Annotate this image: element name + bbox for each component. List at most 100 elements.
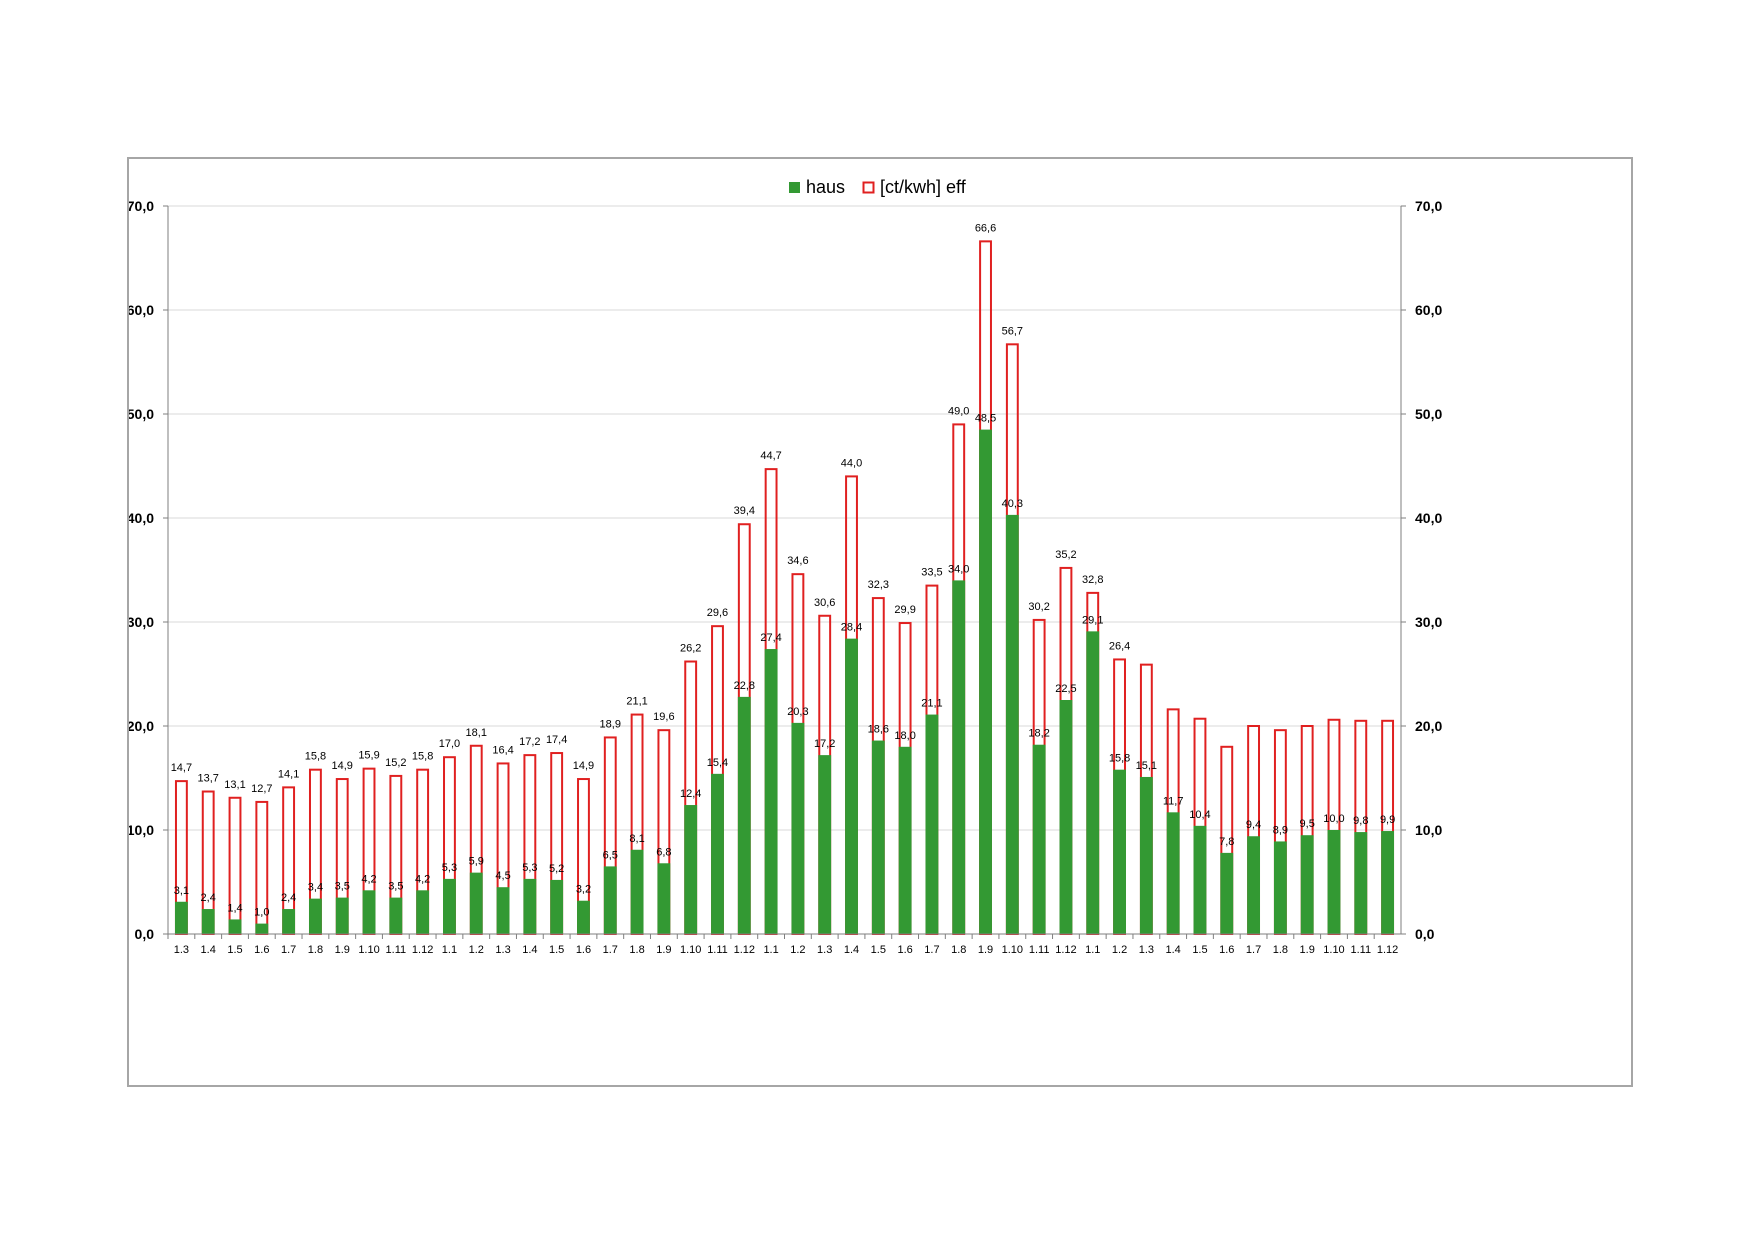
bar-haus (657, 863, 671, 934)
data-label-eff: 21,1 (626, 696, 647, 708)
data-label-haus: 15,1 (1136, 760, 1157, 772)
bar-haus (335, 897, 349, 934)
x-category-label: 1.8 (629, 944, 644, 956)
bar-haus (630, 849, 644, 934)
y-tick-label-right: 50,0 (1415, 406, 1442, 422)
data-label-eff: 17,4 (546, 734, 567, 746)
x-category-label: 1.10 (358, 944, 379, 956)
x-category-label: 1.9 (335, 944, 350, 956)
x-category-label: 1.5 (227, 944, 242, 956)
y-tick-label-left: 20,0 (129, 718, 154, 734)
x-category-label: 1.12 (734, 944, 755, 956)
x-category-label: 1.4 (844, 944, 859, 956)
bar-haus (1220, 852, 1234, 934)
legend-swatch-eff (862, 181, 875, 194)
bar-haus (282, 909, 296, 934)
y-tick-label-right: 30,0 (1415, 614, 1442, 630)
data-label-haus: 3,4 (308, 882, 323, 894)
data-label-eff: 17,0 (439, 738, 460, 750)
y-tick-label-right: 40,0 (1415, 510, 1442, 526)
bar-haus (1381, 831, 1395, 934)
x-category-label: 1.3 (817, 944, 832, 956)
data-label-haus: 11,7 (1163, 795, 1184, 807)
data-label-haus: 5,2 (549, 863, 564, 875)
bar-haus (603, 866, 617, 934)
data-label-haus: 22,5 (1055, 683, 1076, 695)
x-category-label: 1.11 (707, 944, 728, 956)
series-eff-data-labels: 14,7 13,7 13,1 12,7 14,1 15,8 14,9 15,9 15,2 15,8… (171, 222, 1131, 795)
data-label-eff: 19,6 (653, 711, 674, 723)
y-tick-label-left: 60,0 (129, 302, 154, 318)
bar-haus (1327, 830, 1341, 934)
data-label-eff: 33,5 (921, 567, 942, 579)
data-label-eff: 14,9 (573, 760, 594, 772)
x-category-label: 1.6 (254, 944, 269, 956)
data-label-haus: 4,2 (415, 873, 430, 885)
y-tick-label-left: 40,0 (129, 510, 154, 526)
data-label-haus: 15,8 (1109, 753, 1130, 765)
legend-swatch-haus (789, 182, 800, 193)
data-label-haus: 18,0 (894, 730, 915, 742)
x-category-label: 1.4 (1166, 944, 1181, 956)
data-label-eff: 26,4 (1109, 640, 1130, 652)
bar-haus (979, 429, 992, 934)
bar-haus (443, 878, 456, 934)
x-category-label: 1.12 (1377, 944, 1398, 956)
bar-haus (684, 805, 698, 934)
data-label-haus: 29,1 (1082, 614, 1103, 626)
x-category-label: 1.8 (951, 944, 966, 956)
bar-haus (255, 923, 269, 934)
x-category-label: 1.6 (1219, 944, 1234, 956)
bar-haus (1354, 832, 1368, 934)
bar-haus (845, 638, 858, 934)
data-label-eff: 34,6 (787, 555, 808, 567)
data-label-haus: 18,2 (1028, 728, 1049, 740)
x-category-label: 1.2 (1112, 944, 1127, 956)
data-label-haus: 7,8 (1219, 836, 1234, 848)
x-category-label: 1.2 (469, 944, 484, 956)
data-label-eff: 26,2 (680, 643, 701, 655)
legend-label-haus: haus (806, 177, 845, 197)
y-tick-label-right: 60,0 (1415, 302, 1442, 318)
x-category-label: 1.11 (386, 944, 407, 956)
data-label-haus: 3,5 (388, 881, 403, 893)
bar-haus (1086, 631, 1100, 934)
bar-haus (1273, 841, 1287, 934)
x-category-label: 1.5 (1192, 944, 1207, 956)
y-tick-label-left: 0,0 (135, 926, 155, 942)
data-label-eff: 29,9 (894, 604, 915, 616)
bar-haus (201, 909, 215, 934)
x-category-label: 1.9 (1300, 944, 1315, 956)
x-category-label: 1.7 (1246, 944, 1261, 956)
bar-haus (952, 580, 966, 934)
bar-haus (1032, 744, 1046, 934)
data-label-haus: 4,5 (495, 870, 510, 882)
bar-haus (469, 872, 483, 934)
bar-haus (737, 696, 751, 934)
bar-haus (764, 649, 778, 934)
x-category-label: 1.6 (897, 944, 912, 956)
data-label-eff: 44,7 (760, 450, 781, 462)
x-category-label: 1.1 (763, 944, 778, 956)
bar-haus (228, 919, 242, 934)
series-haus-data-labels: 3,1 2,4 1,4 1,0 2,4 3,4 3,5 4,2 3,5 4,2 5,3 5,9 4,5 5… (174, 413, 1395, 919)
bar-haus (925, 714, 939, 934)
data-label-haus: 2,4 (281, 892, 296, 904)
bar-haus (174, 901, 188, 934)
data-label-eff: 18,1 (466, 727, 487, 739)
data-label-haus: 10,4 (1189, 809, 1210, 821)
bar-haus (308, 898, 322, 934)
data-label-haus: 15,4 (707, 757, 728, 769)
bar-haus (791, 722, 805, 934)
x-category-label: 1.8 (1273, 944, 1288, 956)
x-category-label: 1.5 (871, 944, 886, 956)
x-category-label: 1.7 (281, 944, 296, 956)
data-label-haus: 40,3 (1002, 498, 1023, 510)
data-label-haus: 28,4 (841, 622, 862, 634)
data-label-eff: 18,9 (600, 718, 621, 730)
data-label-haus: 8,1 (629, 833, 644, 845)
bar-haus (898, 746, 912, 934)
data-label-eff: 30,2 (1028, 601, 1049, 613)
data-label-haus: 5,3 (442, 862, 457, 874)
data-label-eff: 14,7 (171, 762, 192, 774)
